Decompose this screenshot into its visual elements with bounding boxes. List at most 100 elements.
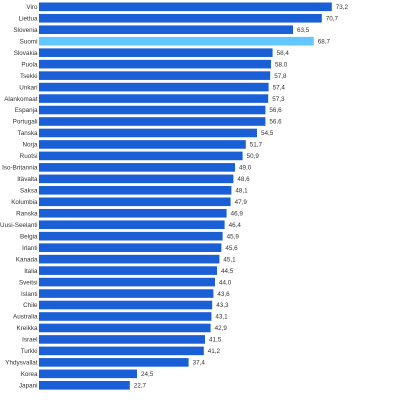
value-label: 41,2 (208, 348, 221, 355)
category-label: Suomi (20, 38, 38, 45)
value-label: 48,1 (235, 188, 248, 195)
category-label: Alankomaat (4, 96, 38, 103)
value-label: 43,1 (215, 314, 228, 321)
value-label: 46,4 (229, 222, 242, 229)
category-label: Islanti (21, 291, 37, 298)
value-label: 22,7 (134, 383, 147, 390)
bar-kanada (39, 254, 220, 264)
value-label: 37,4 (193, 360, 206, 367)
bar-belgia (39, 231, 223, 241)
value-label: 45,1 (223, 256, 236, 263)
category-label: Italia (24, 268, 38, 275)
value-label: 58,0 (275, 61, 288, 68)
value-label: 44,5 (221, 268, 234, 275)
bar-ranska (39, 208, 227, 218)
value-label: 50,9 (247, 153, 260, 160)
category-label: Tanska (18, 130, 38, 137)
value-label: 68,7 (318, 38, 331, 45)
bar-unkari (39, 82, 269, 92)
bar-viro (39, 2, 332, 12)
value-labels-group: 73,2 70,7 63,5 68,7 58,4 58,0 57,8 57,4 57,3 56,6… (134, 4, 349, 390)
bar-slovakia (39, 48, 273, 57)
category-label: Unkari (19, 84, 37, 91)
bar-kreikka (39, 323, 211, 333)
bar-itävalta (39, 174, 234, 184)
value-label: 57,4 (273, 84, 286, 91)
category-label: Kolumbia (11, 199, 38, 206)
bar-ruotsi (39, 151, 243, 161)
value-label: 57,3 (272, 96, 285, 103)
value-label: 49,0 (239, 165, 252, 172)
category-label: Iso-Britannia (2, 165, 38, 172)
category-label: Japani (19, 383, 38, 390)
bar-japani (39, 381, 130, 390)
value-label: 45,6 (225, 245, 238, 252)
bar-norja (39, 140, 246, 149)
category-label: Kanada (16, 256, 38, 263)
bar-espanja (39, 105, 266, 115)
category-label: Slovenia (13, 27, 38, 34)
bar-turkki (39, 346, 204, 356)
bar-saksa (39, 186, 232, 195)
bar-tsekki (39, 71, 271, 80)
category-label: Korea (21, 371, 38, 378)
bar-puola (39, 59, 271, 69)
value-label: 70,7 (326, 15, 339, 22)
category-label: Israel (22, 337, 37, 344)
bar-sveitsi (39, 277, 215, 287)
category-label: Tsekki (20, 73, 38, 80)
bar-irlanti (39, 243, 222, 252)
value-label: 56,6 (269, 119, 282, 126)
value-label: 73,2 (336, 4, 349, 11)
value-label: 51,7 (250, 142, 263, 149)
category-label: Kreikka (17, 325, 38, 332)
bar-tanska (39, 128, 257, 138)
value-label: 43,3 (216, 302, 229, 309)
category-label: Puola (21, 61, 38, 68)
bar-liettua (39, 13, 322, 23)
category-label: Irlanti (22, 245, 37, 252)
value-label: 54,5 (261, 130, 274, 137)
value-label: 44,0 (219, 279, 232, 286)
value-label: 56,6 (269, 107, 282, 114)
category-label: Yhdysvallat (5, 360, 37, 367)
bar-yhdysvallat (39, 358, 189, 367)
value-label: 41,5 (209, 337, 222, 344)
category-label: Viro (26, 4, 38, 11)
bars-group (39, 2, 332, 390)
value-label: 47,9 (235, 199, 248, 206)
category-label: Ruotsi (20, 153, 38, 160)
bar-italia (39, 266, 217, 275)
value-label: 63,5 (297, 27, 310, 34)
bar-uusi-seelanti (39, 220, 225, 230)
category-label: Ranska (16, 210, 38, 217)
category-label: Turkki (21, 348, 38, 355)
bar-korea (39, 369, 137, 379)
value-label: 57,8 (274, 73, 287, 80)
category-label: Portugali (13, 119, 38, 126)
bar-portugali (39, 117, 266, 126)
bar-kolumbia (39, 197, 231, 207)
bar-australia (39, 312, 212, 321)
value-label: 42,9 (215, 325, 228, 332)
category-label: Espanja (15, 107, 38, 114)
category-label: Saksa (20, 188, 38, 195)
value-label: 48,6 (237, 176, 250, 183)
category-label: Sveitsi (19, 279, 38, 286)
bar-suomi (39, 36, 314, 46)
bar-islanti (39, 289, 214, 298)
value-label: 58,4 (277, 50, 290, 57)
bar-iso-britannia (39, 163, 235, 172)
value-label: 24,5 (141, 371, 154, 378)
bar-chile (39, 300, 213, 310)
category-label: Uusi-Seelanti (0, 222, 37, 229)
bar-slovenia (39, 25, 293, 35)
category-label: Belgia (20, 233, 38, 240)
value-label: 46,9 (231, 210, 244, 217)
category-label: Chile (23, 302, 38, 309)
value-label: 43,6 (217, 291, 230, 298)
category-label: Norja (22, 142, 38, 149)
category-label: Liettua (19, 15, 38, 22)
value-label: 45,9 (227, 233, 240, 240)
